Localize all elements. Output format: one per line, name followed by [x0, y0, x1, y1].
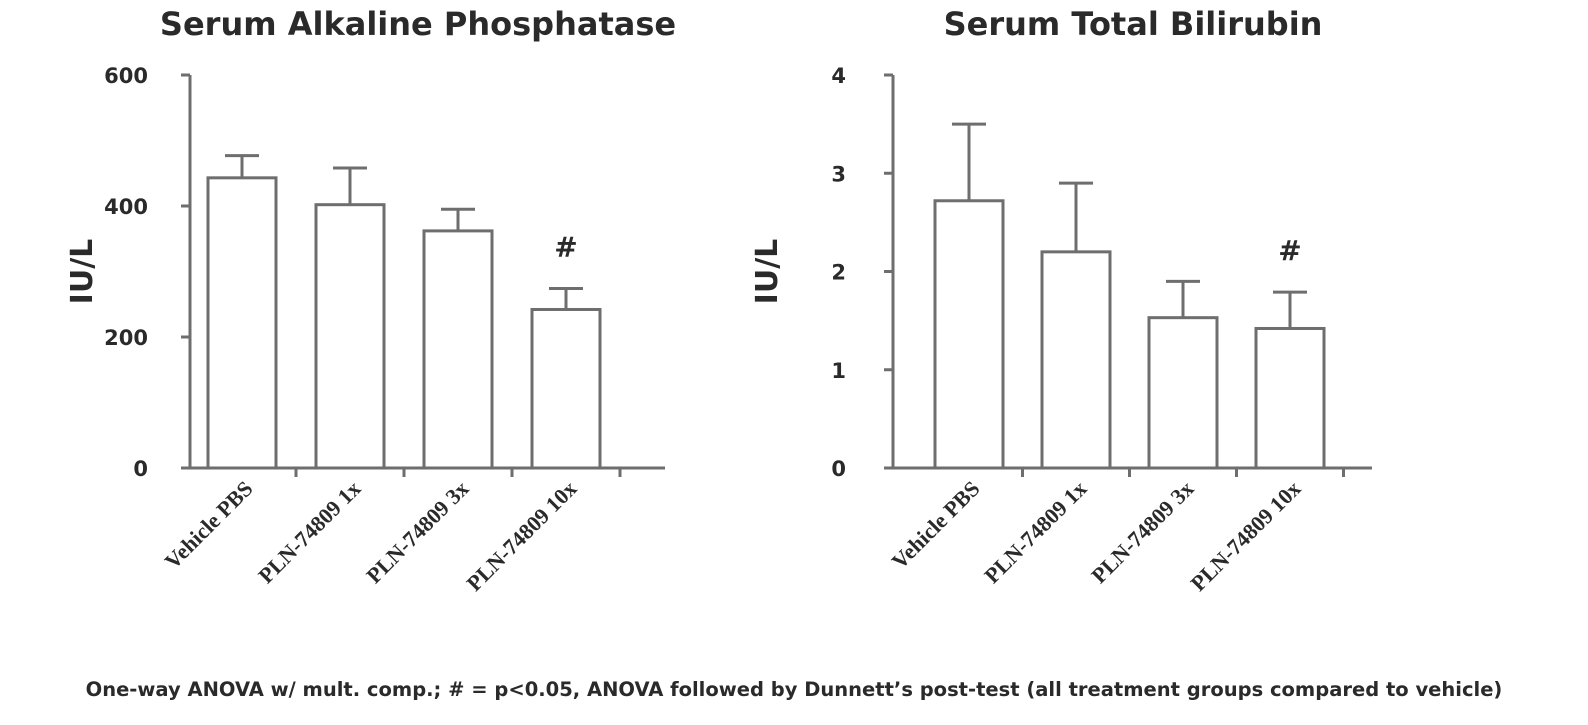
bar: [314, 203, 386, 470]
x-tick-label: Vehicle PBS: [160, 476, 258, 574]
bar: [422, 229, 494, 470]
footnote: One-way ANOVA w/ mult. comp.; # = p<0.05…: [85, 678, 1503, 701]
chart-title: Serum Total Bilirubin: [944, 5, 1323, 43]
bar: [530, 307, 602, 470]
y-tick-label: 0: [133, 457, 148, 481]
y-tick-label: 0: [831, 457, 846, 481]
chart-title: Serum Alkaline Phosphatase: [160, 5, 676, 43]
x-tick-label: Vehicle PBS: [887, 476, 985, 574]
x-tick-label: PLN-74809 1x: [979, 476, 1091, 588]
x-tick-label: PLN-74809 3x: [361, 476, 473, 588]
bar: [1040, 250, 1112, 470]
bar: [206, 176, 278, 470]
y-tick-label: 400: [104, 195, 148, 219]
x-tick-label: PLN-74809 10x: [461, 476, 581, 596]
x-tick-label: PLN-74809 10x: [1185, 476, 1305, 596]
alkaline-phosphatase-chart: Serum Alkaline Phosphatase IU/L 0 200 400 600…: [65, 5, 676, 596]
significance-annotation: #: [554, 231, 577, 264]
total-bilirubin-chart: Serum Total Bilirubin IU/L 0 1 2 3 4 Vehicle PB…: [750, 5, 1372, 596]
y-tick-label: 1: [831, 359, 846, 383]
y-tick-label: 600: [104, 64, 148, 88]
y-tick-label: 2: [831, 261, 846, 285]
bar: [1147, 316, 1219, 470]
y-tick-label: 4: [831, 64, 846, 88]
bar: [1254, 326, 1326, 470]
significance-annotation: #: [1278, 234, 1301, 267]
x-tick-label: PLN-74809 3x: [1086, 476, 1198, 588]
x-tick-label: PLN-74809 1x: [253, 476, 365, 588]
y-tick-label: 3: [831, 162, 846, 186]
y-tick-label: 200: [104, 326, 148, 350]
y-axis-label: IU/L: [65, 239, 100, 305]
bar: [933, 199, 1005, 470]
y-axis-label: IU/L: [750, 239, 785, 305]
